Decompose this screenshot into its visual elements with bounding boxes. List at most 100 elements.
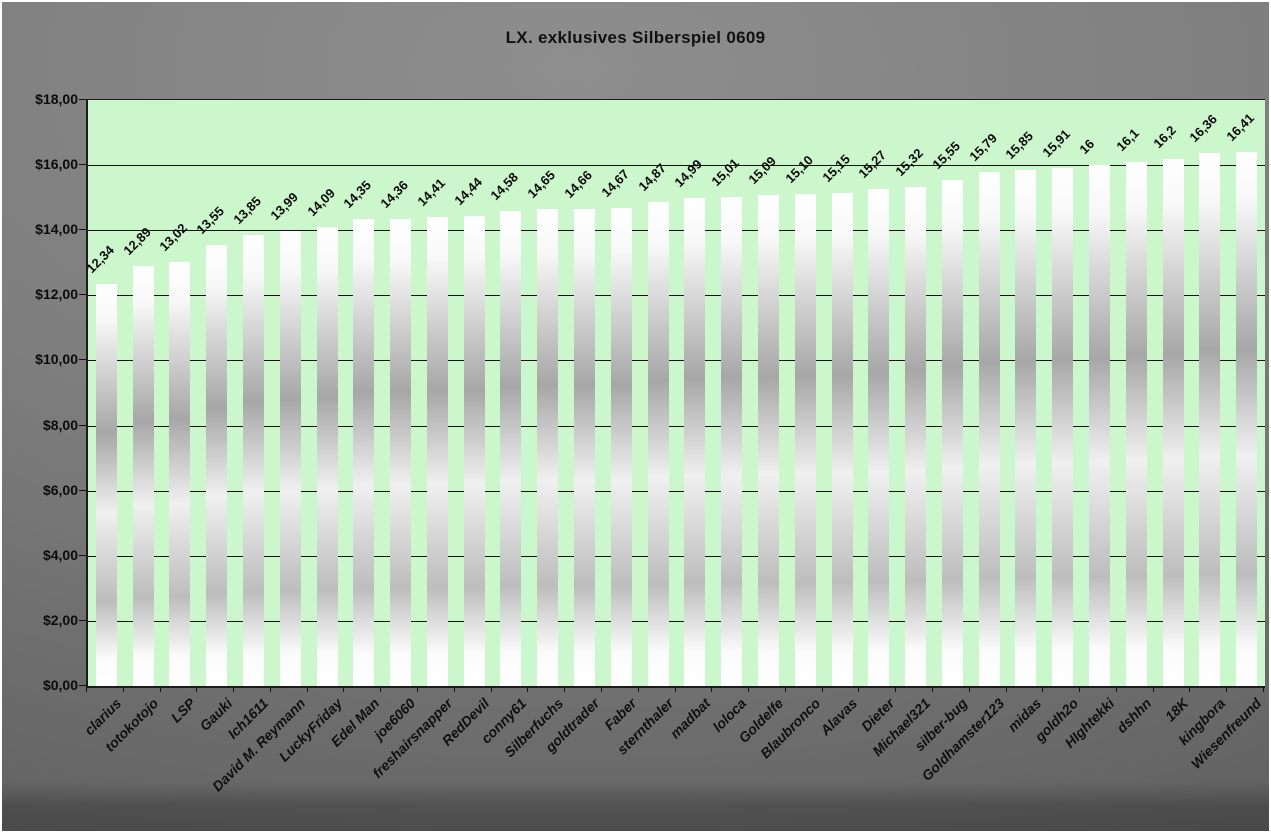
- bar-value-label: 15,27: [855, 147, 890, 181]
- bar: [463, 215, 485, 686]
- y-tick-label: $8,00: [42, 416, 78, 433]
- bar: [757, 194, 779, 686]
- gridline-6: [88, 490, 1265, 492]
- bar: [1015, 170, 1037, 686]
- bar-value-label: 16,2: [1149, 122, 1179, 151]
- x-tick-mark: [1042, 687, 1044, 692]
- bar: [243, 235, 265, 686]
- gridline-8: [88, 425, 1265, 427]
- bar-value-label: 13,55: [193, 203, 228, 237]
- x-tick-mark: [490, 687, 492, 692]
- bar-value-label: 14,41: [414, 175, 448, 209]
- bar: [426, 216, 448, 686]
- y-tick-mark: [79, 619, 86, 621]
- bar: [721, 197, 743, 686]
- gridline-10: [88, 360, 1265, 362]
- bar-value-label: 14,44: [451, 174, 485, 208]
- bar-value-label: 15,15: [818, 151, 853, 185]
- x-tick-mark: [1263, 687, 1264, 692]
- bar-value-label: 15,10: [782, 152, 816, 187]
- bar: [794, 194, 816, 686]
- y-tick-mark: [79, 554, 86, 556]
- y-tick-label: $18,00: [35, 91, 78, 107]
- x-tick-mark: [122, 687, 124, 692]
- x-tick-mark: [637, 687, 639, 692]
- x-tick-mark: [895, 687, 897, 692]
- bar: [574, 208, 596, 686]
- bar: [206, 244, 228, 686]
- gridline-4: [88, 555, 1265, 557]
- y-tick-mark: [79, 164, 86, 166]
- x-tick-mark: [453, 687, 455, 692]
- bar-value-label: 16,1: [1113, 125, 1142, 154]
- bar-value-label: 15,32: [892, 145, 927, 180]
- y-tick-label: $16,00: [35, 156, 78, 173]
- bar-value-label: 14,67: [598, 166, 632, 201]
- x-tick-mark: [380, 687, 382, 692]
- bar: [169, 262, 191, 686]
- bar: [316, 227, 338, 686]
- x-tick-mark: [711, 687, 713, 692]
- bar-value-label: 12,34: [83, 242, 117, 277]
- x-tick-mark: [748, 687, 750, 692]
- bar-value-label: 14,65: [524, 167, 559, 202]
- bar-value-label: 14,99: [671, 156, 706, 190]
- bar-value-label: 14,35: [340, 177, 375, 211]
- y-tick-label: $2,00: [42, 611, 78, 628]
- bar: [537, 209, 559, 686]
- bar: [868, 188, 890, 686]
- y-tick-label: $12,00: [35, 286, 78, 303]
- x-tick-mark: [1005, 687, 1007, 692]
- x-tick-mark: [86, 687, 87, 692]
- bar-value-label: 15,79: [966, 130, 1000, 164]
- gridline-2: [88, 620, 1265, 622]
- bar: [1125, 161, 1147, 686]
- bar-value-label: 13,02: [156, 220, 191, 255]
- bar: [390, 218, 412, 686]
- bar-value-label: 15,09: [745, 153, 779, 187]
- bar: [1162, 158, 1184, 686]
- gridline-12: [88, 295, 1265, 297]
- bar: [978, 171, 1000, 686]
- bar-value-label: 15,01: [708, 155, 743, 190]
- plot-area: 12,34 12,89 13,02 13,55 13,85 13,99 14,09 14,35…: [83, 99, 1265, 688]
- y-tick-mark: [79, 685, 86, 686]
- x-tick-mark: [674, 687, 676, 692]
- bar-value-label: 15,55: [929, 138, 963, 172]
- x-tick-mark: [600, 687, 602, 692]
- y-tick-label: $0,00: [42, 677, 78, 693]
- x-tick-mark: [858, 687, 860, 692]
- bar-value-label: 13,99: [267, 188, 301, 223]
- bar-value-label: 13,85: [230, 193, 265, 228]
- x-tick-mark: [159, 687, 161, 692]
- x-tick-mark: [306, 687, 308, 692]
- x-tick-mark: [1189, 687, 1191, 692]
- bar: [1236, 151, 1258, 686]
- bar-value-label: 16: [1076, 136, 1098, 158]
- bar-value-label: 15,85: [1002, 128, 1037, 162]
- bar: [279, 230, 301, 686]
- x-tick-mark: [821, 687, 823, 692]
- bar-value-label: 16,36: [1186, 111, 1221, 146]
- bar: [610, 208, 632, 686]
- y-tick-mark: [79, 424, 86, 426]
- x-tick-mark: [1115, 687, 1117, 692]
- bar: [1088, 165, 1110, 686]
- x-tick-mark: [417, 687, 419, 692]
- y-tick-mark: [79, 229, 86, 231]
- bar: [831, 192, 853, 686]
- gridline-16: [88, 165, 1265, 167]
- y-tick-mark: [79, 294, 86, 296]
- x-tick-mark: [564, 687, 566, 692]
- x-tick-mark: [233, 687, 235, 692]
- x-tick-mark: [343, 687, 345, 692]
- bar: [500, 211, 522, 686]
- bar-value-label: 14,66: [561, 167, 596, 201]
- y-tick-mark: [79, 489, 86, 491]
- x-tick-mark: [196, 687, 198, 692]
- bar: [1199, 153, 1221, 686]
- x-tick-mark: [968, 687, 970, 692]
- y-tick-mark: [79, 99, 86, 100]
- y-tick-label: $6,00: [42, 481, 78, 498]
- bar-value-label: 16,41: [1223, 110, 1258, 144]
